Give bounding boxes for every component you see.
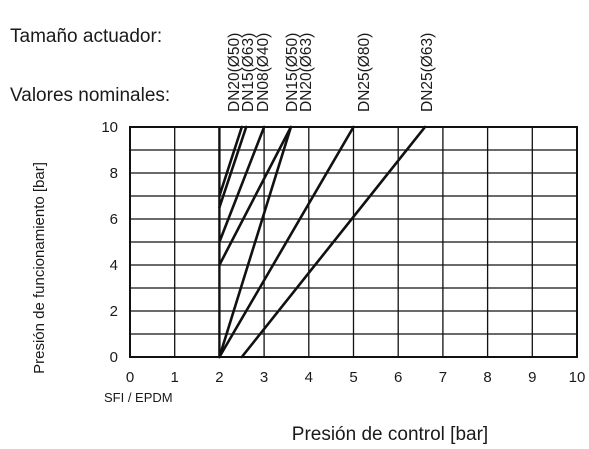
y-tick-label: 8 bbox=[110, 165, 118, 182]
x-tick-label: 5 bbox=[349, 369, 357, 386]
series-top-labels: DN20(Ø50)DN15(Ø63)DN08(Ø40) DN15(Ø50)DN20… bbox=[226, 33, 436, 112]
series-line bbox=[240, 125, 427, 359]
series-line bbox=[218, 125, 266, 244]
x-tick-label: 9 bbox=[528, 369, 536, 386]
x-tick-label: 4 bbox=[305, 369, 313, 386]
material-note: SFI / EPDM bbox=[104, 390, 173, 405]
series-line bbox=[218, 125, 293, 267]
series-top-label: DN20(Ø50) bbox=[226, 33, 243, 112]
series-top-label: DN15(Ø63) bbox=[240, 33, 257, 112]
series-line bbox=[218, 125, 248, 209]
x-tick-label: 8 bbox=[483, 369, 491, 386]
x-tick-label: 7 bbox=[439, 369, 447, 386]
series-layer bbox=[218, 125, 427, 359]
x-tick-label: 3 bbox=[260, 369, 268, 386]
nominal-values-label: Valores nominales: bbox=[10, 85, 170, 106]
series-line bbox=[218, 125, 293, 359]
series-top-label: DN20(Ø63) bbox=[298, 33, 315, 112]
series-top-label: DN25(Ø80) bbox=[356, 33, 373, 112]
series-top-label: DN15(Ø50) bbox=[284, 33, 301, 112]
x-tick-label: 6 bbox=[394, 369, 402, 386]
y-tick-label: 0 bbox=[110, 349, 118, 366]
x-axis-label: Presión de control [bar] bbox=[292, 424, 488, 445]
x-tick-label: 2 bbox=[215, 369, 223, 386]
tick-labels: 0 1 2 3 4 5 6 7 8 9 10 0 2 4 6 8 10 bbox=[101, 119, 585, 386]
x-tick-label: 1 bbox=[171, 369, 179, 386]
y-tick-label: 6 bbox=[110, 211, 118, 228]
x-tick-label: 0 bbox=[126, 369, 134, 386]
series-line bbox=[218, 125, 244, 198]
y-axis-label: Presión de funcionamiento [bar] bbox=[31, 162, 48, 374]
actuator-size-label: Tamaño actuador: bbox=[10, 26, 162, 47]
series-top-label: DN08(Ø40) bbox=[255, 33, 272, 112]
series-line bbox=[218, 125, 355, 359]
y-tick-label: 2 bbox=[110, 303, 118, 320]
grid-layer bbox=[129, 126, 578, 358]
series-top-label: DN25(Ø63) bbox=[419, 33, 436, 112]
y-tick-label: 4 bbox=[110, 257, 118, 274]
x-tick-label: 10 bbox=[569, 369, 586, 386]
y-tick-label: 10 bbox=[101, 119, 118, 136]
